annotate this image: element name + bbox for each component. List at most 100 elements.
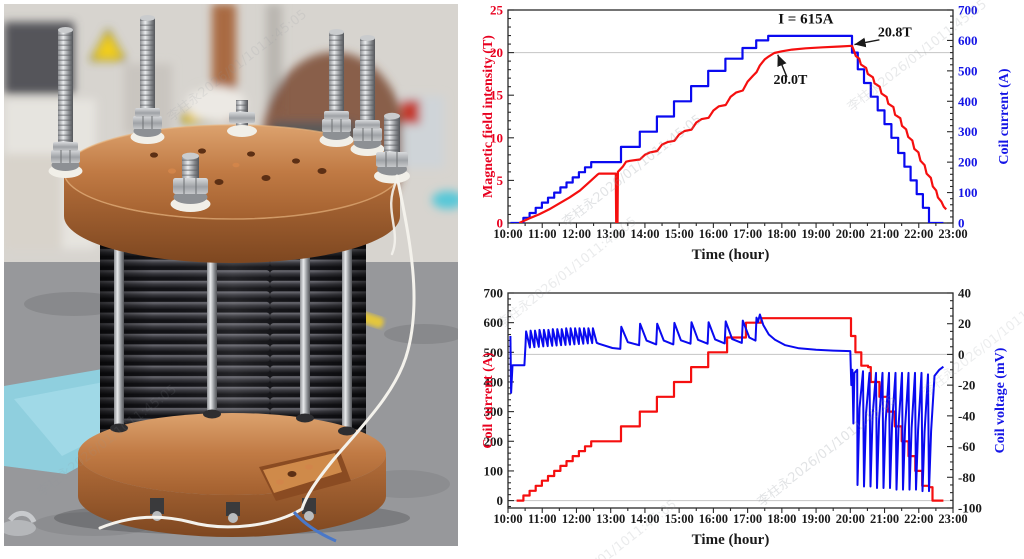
- tick-label-x: 14:00: [630, 512, 659, 526]
- tick-label-x: 22:00: [904, 227, 933, 241]
- top-copper-plate: [63, 124, 401, 263]
- rod-hole: [338, 426, 356, 436]
- tick-label-y-right: 700: [958, 3, 978, 18]
- axis-title-y-left: Coil current (A): [481, 352, 496, 448]
- tick-label-x: 22:00: [904, 512, 933, 526]
- photo-magnet-assembly: [0, 4, 464, 546]
- tick-label-x: 17:00: [733, 512, 762, 526]
- red-connector: [402, 100, 420, 124]
- annotation-label: I = 615A: [778, 12, 833, 28]
- tick-label-x: 21:00: [870, 512, 899, 526]
- tick-label-x: 13:00: [596, 512, 625, 526]
- tick-label-x: 20:00: [836, 512, 865, 526]
- tick-label-y-left: 400: [484, 374, 504, 389]
- plot-frame: [507, 9, 954, 224]
- tick-label-x: 23:00: [938, 512, 967, 526]
- gray-tube: [266, 4, 282, 112]
- metal-clamp: [0, 511, 37, 536]
- series-coil-current: [510, 34, 944, 223]
- plate-holes: [150, 148, 327, 185]
- tick-label-y-left: 0: [497, 216, 504, 231]
- threaded-rod-back: [227, 100, 257, 137]
- tick-label-y-right: 0: [958, 347, 965, 362]
- tick-label-y-left: 25: [490, 3, 504, 18]
- threaded-rod: [48, 27, 83, 178]
- tick-label-x: 17:00: [733, 227, 762, 241]
- tick-label-y-left: 20: [490, 45, 503, 60]
- blue-wire: [292, 511, 337, 543]
- tick-label-x: 16:00: [699, 227, 728, 241]
- center-stud: [170, 152, 211, 212]
- tick-label-y-right: 40: [958, 286, 971, 301]
- series-coil-voltage: [509, 313, 945, 493]
- tick-label-y-right: 600: [958, 33, 978, 48]
- axis-title-x: Time (hour): [692, 532, 770, 548]
- tick-label-y-right: -60: [958, 439, 975, 454]
- threaded-stud-right: [374, 112, 410, 184]
- series-magnetic-field-intensity: [518, 44, 948, 223]
- threaded-rod: [130, 15, 165, 144]
- tick-label-y-left: 0: [497, 493, 504, 508]
- tick-label-y-left: 5: [497, 173, 504, 188]
- tick-label-y-right: -20: [958, 378, 975, 393]
- tick-label-y-right: 20: [958, 316, 971, 331]
- tick-label-x: 10:00: [493, 227, 522, 241]
- tick-label-y-right: -100: [958, 501, 982, 516]
- warning-triangle-icon: [89, 27, 127, 61]
- tick-label-y-left: 500: [484, 345, 504, 360]
- axis-title-x: Time (hour): [692, 247, 770, 263]
- tick-label-y-right: 0: [958, 216, 965, 231]
- tick-label-x: 19:00: [801, 227, 830, 241]
- axis-title-y-right: Coil voltage (mV): [993, 347, 1008, 453]
- tick-label-x: 10:00: [493, 512, 522, 526]
- base-feet: [150, 498, 316, 523]
- tick-label-x: 15:00: [665, 227, 694, 241]
- tick-label-x: 18:00: [767, 227, 796, 241]
- annotation-label: 20.0T: [773, 73, 808, 88]
- tick-label-x: 23:00: [938, 227, 967, 241]
- tick-label-x: 13:00: [596, 227, 625, 241]
- tick-label-y-left: 300: [484, 404, 504, 419]
- cyan-tape-roll: [432, 191, 464, 209]
- tick-label-y-right: 200: [958, 155, 978, 170]
- tick-label-y-left: 200: [484, 434, 504, 449]
- tick-label-x: 11:00: [528, 512, 556, 526]
- tick-label-y-right: -80: [958, 470, 975, 485]
- axis-title-y-left: Magnetic field intensity (T): [481, 35, 496, 198]
- tick-label-y-right: 300: [958, 124, 978, 139]
- threaded-rod: [350, 35, 385, 156]
- annotation-arrow: [854, 37, 880, 48]
- white-wire: [98, 174, 416, 530]
- photo-magnet-assembly-svg: [0, 4, 464, 546]
- tick-label-x: 20:00: [836, 227, 865, 241]
- tick-label-x: 14:00: [630, 227, 659, 241]
- annotation-label: 20.8T: [878, 25, 913, 40]
- tick-label-y-left: 100: [484, 463, 504, 478]
- tick-label-x: 12:00: [562, 227, 591, 241]
- tick-label-y-right: 500: [958, 63, 978, 78]
- tick-label-y-right: 400: [958, 94, 978, 109]
- annotation-arrow: [777, 54, 788, 78]
- tick-label-x: 15:00: [665, 512, 694, 526]
- axis-title-y-right: Coil current (A): [997, 68, 1012, 164]
- tick-label-y-left: 15: [490, 88, 504, 103]
- tick-label-y-right: 100: [958, 185, 978, 200]
- front-tie-rods: [114, 244, 352, 444]
- tick-label-x: 21:00: [870, 227, 899, 241]
- tick-label-y-left: 600: [484, 315, 504, 330]
- tick-label-y-left: 10: [490, 130, 503, 145]
- threaded-rod: [319, 29, 354, 147]
- tick-label-x: 19:00: [801, 512, 830, 526]
- tick-label-x: 18:00: [767, 512, 796, 526]
- tick-label-x: 16:00: [699, 512, 728, 526]
- rod-hole: [203, 409, 221, 419]
- tick-label-y-right: -40: [958, 408, 975, 423]
- rod-hole: [296, 413, 314, 423]
- rod-hole: [110, 423, 128, 433]
- pancake-coil-stack: [100, 242, 366, 454]
- tick-label-y-left: 700: [484, 286, 504, 301]
- tick-label-x: 11:00: [528, 227, 556, 241]
